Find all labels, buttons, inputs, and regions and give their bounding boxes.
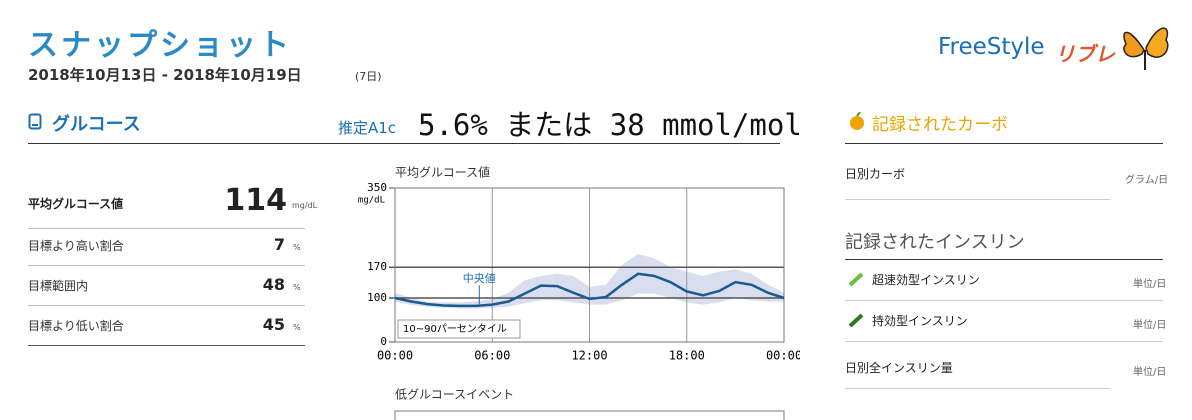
carb-unit: グラム/日 [1125, 175, 1169, 186]
divider [28, 345, 305, 346]
chart2-frame [394, 410, 785, 420]
stat-label: 目標より低い割合 [28, 319, 124, 333]
chart2-title: 低グルコースイベント [395, 388, 514, 402]
insulin-label: 日別全インスリン量 [845, 361, 953, 375]
butterfly [1123, 27, 1169, 70]
stat-unit: % [293, 283, 301, 292]
y-tick-label: 100 [367, 291, 387, 304]
stat-value: 7 [273, 235, 285, 254]
band-legend-box [397, 319, 521, 339]
median-label: 中央値 [463, 272, 496, 285]
insulin-label: 超速効型インスリン [872, 273, 980, 287]
stat-unit: mg/dL [292, 201, 318, 210]
stat-unit: % [293, 323, 301, 332]
carb-heading: 記録されたカーボ [872, 115, 1008, 135]
logo-brand: FreeStyle [938, 34, 1045, 60]
a1c-label: 推定A1c [338, 119, 397, 137]
y-tick-label: 0 [380, 335, 387, 348]
stat-label: 目標範囲内 [28, 279, 89, 293]
glucose-heading: グルコース [52, 114, 141, 135]
x-tick-label: 00:00 [766, 349, 800, 363]
x-tick-label: 12:00 [571, 349, 607, 363]
logo-product: リブレ [1055, 42, 1115, 66]
date-range: 2018年10月13日 - 2018年10月19日 [28, 66, 302, 84]
divider [845, 341, 1163, 342]
divider [845, 199, 1110, 200]
divider [845, 143, 1163, 144]
y-unit: mg/dL [358, 196, 385, 206]
band-legend: 10~90パーセンタイル [403, 323, 507, 335]
divider [28, 265, 305, 266]
median-line [394, 272, 785, 308]
x-tick-label: 06:00 [474, 349, 510, 363]
x-tick-label: 00:00 [377, 349, 413, 363]
stat-label: 目標より高い割合 [28, 239, 124, 253]
insulin-unit: 単位/日 [1133, 320, 1167, 331]
a1c-value: 5.6% または 38 mmol/mol [418, 108, 802, 142]
y-tick-label: 350 [367, 181, 387, 194]
stat-value: 45 [262, 315, 285, 334]
divider [28, 228, 305, 229]
x-tick-label: 18:00 [669, 349, 705, 363]
carb-label: 日別カーボ [845, 167, 906, 181]
plot-frame [394, 187, 785, 343]
divider [28, 143, 780, 144]
carb-icon [850, 112, 864, 130]
divider [845, 259, 1163, 260]
insulin-unit: 単位/日 [1133, 279, 1167, 290]
stat-value: 114 [224, 183, 287, 218]
insulin-label: 持効型インスリン [872, 314, 968, 328]
divider [845, 300, 1163, 301]
chart-title: 平均グルコース値 [395, 165, 490, 180]
stat-label: 平均グルコース値 [28, 197, 124, 211]
divider [28, 305, 305, 306]
title: スナップショット [28, 28, 292, 63]
y-tick-label: 170 [367, 260, 387, 273]
insulin-icon [848, 272, 864, 287]
insulin-unit: 単位/日 [1133, 367, 1167, 378]
stat-value: 48 [262, 275, 285, 294]
divider [845, 388, 1110, 389]
insulin-icon [848, 313, 864, 328]
days: (7日) [355, 70, 382, 83]
insulin-heading: 記録されたインスリン [845, 232, 1025, 253]
stat-unit: % [293, 243, 301, 252]
glucose-icon [28, 113, 42, 130]
